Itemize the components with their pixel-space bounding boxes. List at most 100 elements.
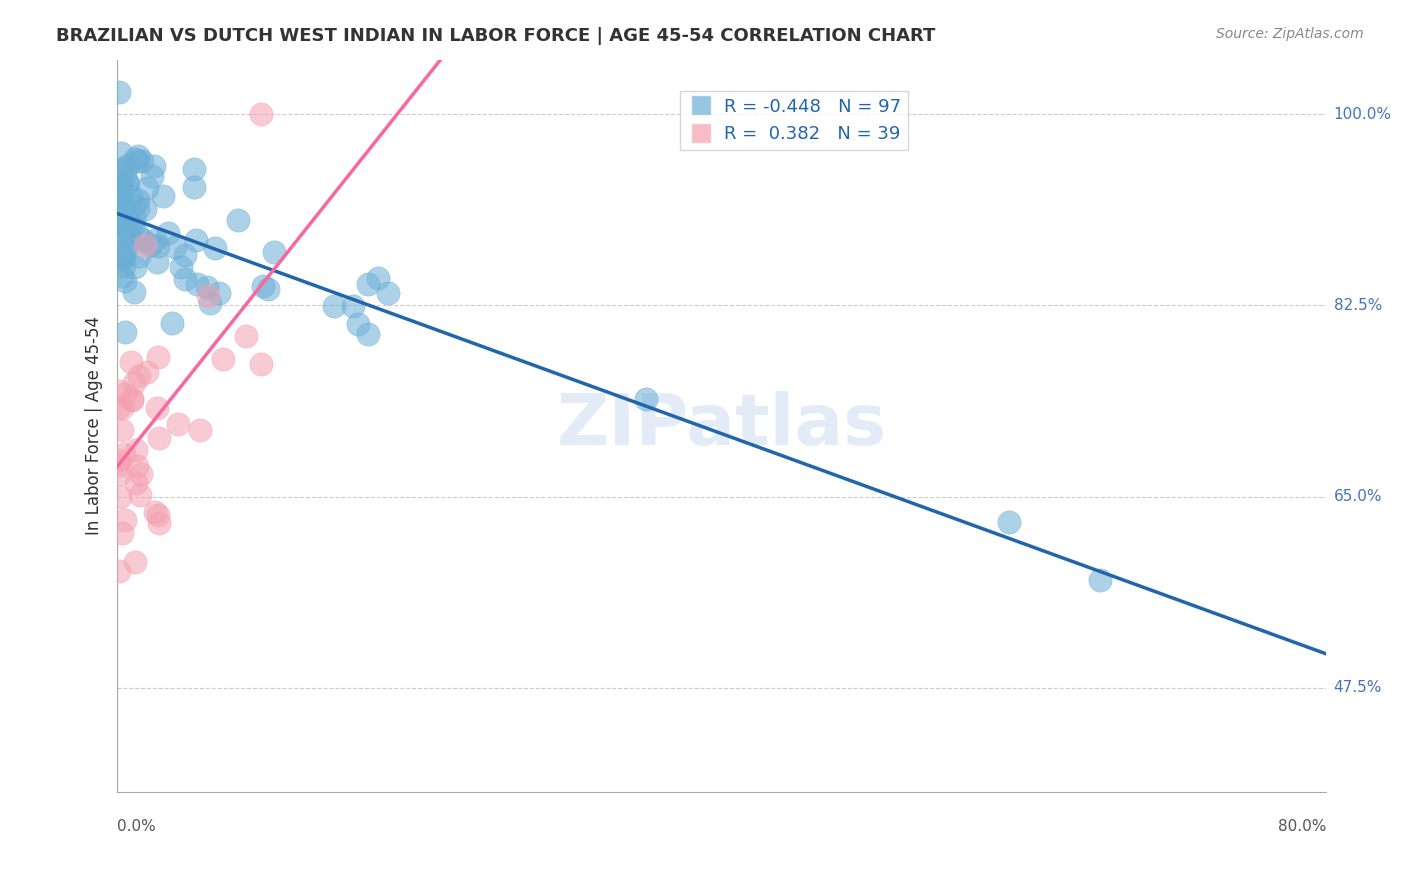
Point (107, 86, 129, 100)
Point (146, 239, 169, 253)
Point (356, 277, 378, 291)
Point (112, 259, 135, 273)
Point (120, 223, 142, 237)
Point (136, 365, 159, 379)
Point (128, 488, 150, 502)
Point (204, 241, 226, 255)
Text: Source: ZipAtlas.com: Source: ZipAtlas.com (1216, 27, 1364, 41)
Point (111, 423, 134, 437)
Point (183, 161, 205, 176)
Text: BRAZILIAN VS DUTCH WEST INDIAN IN LABOR FORCE | AGE 45-54 CORRELATION CHART: BRAZILIAN VS DUTCH WEST INDIAN IN LABOR … (56, 27, 935, 45)
Point (195, 280, 218, 294)
Point (111, 251, 134, 265)
Point (118, 234, 141, 248)
Point (636, 392, 658, 406)
Point (125, 459, 148, 474)
Point (142, 159, 165, 173)
Point (124, 260, 146, 274)
Point (148, 350, 170, 364)
Point (263, 244, 285, 259)
Point (183, 180, 205, 194)
Point (111, 401, 134, 415)
Point (188, 423, 211, 437)
Point (112, 250, 135, 264)
Point (111, 526, 134, 541)
Point (146, 255, 169, 269)
Point (166, 417, 188, 432)
Point (127, 193, 149, 207)
Point (127, 201, 149, 215)
Text: 47.5%: 47.5% (1334, 681, 1382, 696)
Point (111, 269, 134, 284)
Point (128, 249, 150, 263)
Text: 100.0%: 100.0% (1334, 107, 1392, 121)
Point (107, 191, 129, 205)
Point (208, 286, 231, 301)
Point (174, 272, 197, 286)
Point (110, 145, 132, 160)
Point (122, 211, 145, 226)
Point (173, 248, 195, 262)
Point (107, 198, 129, 212)
Point (157, 226, 180, 240)
Point (125, 443, 148, 458)
Point (108, 231, 131, 245)
Point (129, 467, 152, 481)
Point (112, 447, 135, 461)
Point (139, 238, 162, 252)
Point (170, 260, 193, 274)
Point (120, 189, 142, 203)
Point (115, 176, 138, 190)
Point (114, 513, 136, 527)
Point (132, 233, 155, 247)
Point (121, 392, 143, 407)
Point (110, 491, 132, 505)
Point (377, 286, 399, 301)
Point (252, 279, 274, 293)
Point (212, 351, 235, 366)
Point (127, 148, 149, 162)
Point (121, 219, 143, 233)
Point (111, 211, 134, 225)
Point (107, 218, 129, 232)
Point (134, 237, 156, 252)
Point (342, 299, 364, 313)
Point (249, 357, 271, 371)
Point (114, 210, 136, 224)
Y-axis label: In Labor Force | Age 45-54: In Labor Force | Age 45-54 (86, 316, 103, 535)
Point (143, 233, 166, 247)
Text: 82.5%: 82.5% (1334, 298, 1382, 313)
Point (125, 476, 148, 491)
Point (114, 218, 136, 232)
Point (143, 505, 166, 519)
Point (124, 555, 146, 569)
Point (108, 244, 131, 259)
Point (235, 329, 257, 343)
Point (124, 152, 146, 166)
Point (117, 177, 139, 191)
Point (117, 158, 139, 172)
Legend: R = -0.448   N = 97, R =  0.382   N = 39: R = -0.448 N = 97, R = 0.382 N = 39 (681, 91, 908, 150)
Point (160, 316, 183, 330)
Point (107, 453, 129, 467)
Point (141, 169, 163, 183)
Point (108, 191, 131, 205)
Point (186, 233, 208, 247)
Point (122, 285, 145, 300)
Point (115, 210, 138, 224)
Point (1088, 574, 1111, 588)
Point (197, 289, 219, 303)
Text: 0.0%: 0.0% (117, 819, 156, 834)
Point (136, 181, 159, 195)
Point (107, 400, 129, 414)
Point (128, 369, 150, 384)
Point (108, 384, 131, 399)
Point (114, 274, 136, 288)
Point (114, 387, 136, 401)
Point (107, 163, 129, 178)
Point (108, 186, 131, 201)
Point (111, 196, 134, 211)
Point (110, 458, 132, 473)
Point (122, 198, 145, 212)
Point (347, 318, 370, 332)
